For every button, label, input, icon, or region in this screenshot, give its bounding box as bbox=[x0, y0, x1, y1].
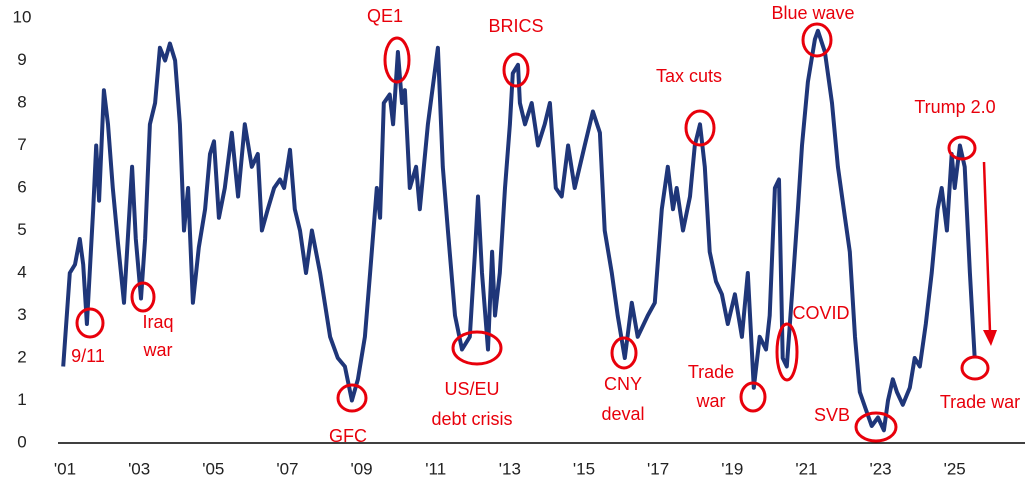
y-tick-label: 5 bbox=[17, 220, 26, 239]
x-tick-label: '19 bbox=[721, 459, 743, 478]
x-tick-label: '07 bbox=[276, 459, 298, 478]
highlight-circle bbox=[739, 381, 767, 413]
highlight-circle bbox=[801, 22, 833, 58]
y-tick-label: 8 bbox=[17, 92, 26, 111]
y-tick-label: 3 bbox=[17, 305, 26, 324]
arrow-head bbox=[983, 330, 997, 346]
highlight-circle bbox=[502, 52, 530, 88]
highlight-circle bbox=[75, 307, 105, 339]
annotation: COVID bbox=[792, 303, 849, 323]
highlight-circle bbox=[684, 109, 716, 147]
x-tick-label: '13 bbox=[499, 459, 521, 478]
highlight-circle bbox=[775, 322, 799, 382]
annotation: 9/11 bbox=[71, 346, 105, 366]
y-tick-label: 6 bbox=[17, 177, 26, 196]
y-tick-label: 0 bbox=[17, 432, 26, 451]
x-tick-label: '05 bbox=[202, 459, 224, 478]
x-tick-label: '15 bbox=[573, 459, 595, 478]
y-tick-label: 9 bbox=[17, 50, 26, 69]
annotation: war bbox=[695, 391, 725, 411]
annotation: Tax cuts bbox=[656, 66, 722, 86]
highlight-circle bbox=[383, 36, 411, 84]
highlight-circle bbox=[451, 330, 503, 366]
annotation: Trade war bbox=[940, 392, 1020, 412]
annotation: Trump 2.0 bbox=[914, 97, 995, 117]
highlight-circle bbox=[130, 281, 156, 313]
y-tick-label: 2 bbox=[17, 347, 26, 366]
y-tick-label: 4 bbox=[17, 262, 26, 281]
y-tick-label: 7 bbox=[17, 135, 26, 154]
annotation: debt crisis bbox=[431, 409, 512, 429]
annotation: QE1 bbox=[367, 6, 403, 26]
annotation: war bbox=[142, 340, 172, 360]
x-tick-label: '09 bbox=[350, 459, 372, 478]
annotation: US/EU bbox=[444, 379, 499, 399]
x-tick-label: '11 bbox=[425, 459, 446, 478]
annotation: deval bbox=[601, 404, 644, 424]
x-tick-label: '23 bbox=[869, 459, 891, 478]
annotation: BRICS bbox=[488, 16, 543, 36]
x-tick-label: '21 bbox=[795, 459, 817, 478]
annotation: Trade bbox=[688, 362, 734, 382]
highlight-circle bbox=[947, 135, 977, 161]
arrow-shaft bbox=[982, 161, 992, 333]
y-tick-label: 1 bbox=[17, 390, 26, 409]
annotation: CNY bbox=[604, 374, 642, 394]
x-tick-label: '17 bbox=[647, 459, 669, 478]
highlight-circle bbox=[854, 411, 898, 443]
annotation: SVB bbox=[814, 405, 850, 425]
y-tick-label: 10 bbox=[13, 7, 32, 26]
data-line bbox=[61, 28, 977, 433]
annotation: GFC bbox=[329, 426, 367, 446]
annotation: Blue wave bbox=[771, 3, 854, 23]
x-tick-label: '25 bbox=[944, 459, 966, 478]
annotation: Iraq bbox=[142, 312, 173, 332]
highlight-circle bbox=[610, 336, 638, 370]
x-tick-label: '03 bbox=[128, 459, 150, 478]
highlight-circle bbox=[960, 355, 990, 381]
highlight-circle bbox=[336, 383, 368, 413]
x-tick-label: '01 bbox=[54, 459, 76, 478]
